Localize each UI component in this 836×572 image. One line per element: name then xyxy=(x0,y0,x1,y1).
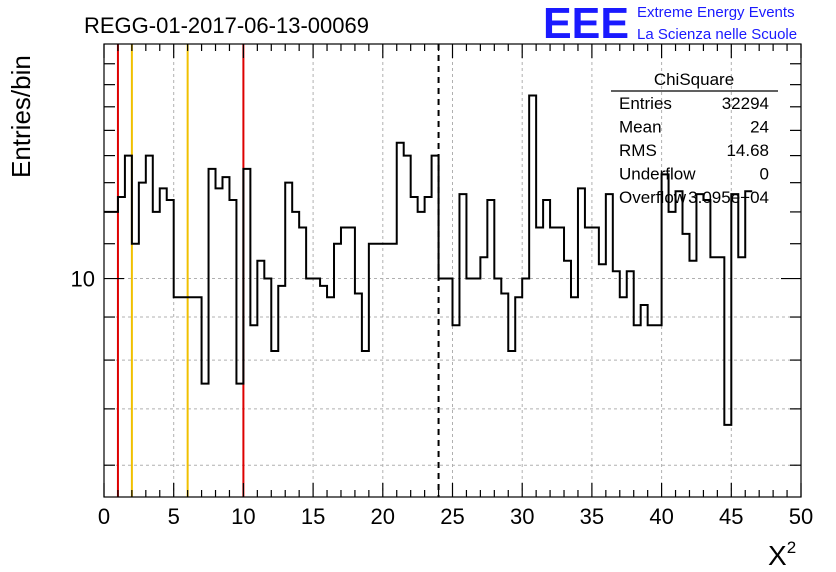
x-tick-label: 0 xyxy=(98,504,110,529)
stats-value: 3.095e+04 xyxy=(688,188,769,207)
stats-label: RMS xyxy=(619,141,657,160)
stats-value: 32294 xyxy=(722,94,769,113)
x-tick-label: 35 xyxy=(580,504,604,529)
x-tick-label: 50 xyxy=(789,504,813,529)
stats-label: Underflow xyxy=(619,165,696,184)
stats-label: Entries xyxy=(619,94,672,113)
logo-line-2: La Scienza nelle Scuole xyxy=(637,26,797,43)
stats-value: 14.68 xyxy=(726,141,769,160)
x-tick-label: 15 xyxy=(301,504,325,529)
stats-value: 0 xyxy=(760,165,769,184)
x-tick-label: 30 xyxy=(510,504,534,529)
chart-title: REGG-01-2017-06-13-00069 xyxy=(84,13,369,38)
x-tick-labels: 0 5 10 15 20 25 30 35 40 45 50 xyxy=(98,504,813,529)
stats-value: 24 xyxy=(750,118,769,137)
stats-label: Mean xyxy=(619,118,662,137)
x-axis-label: X2 xyxy=(768,538,796,571)
axis-ticks xyxy=(103,44,802,497)
x-tick-label: 40 xyxy=(649,504,673,529)
x-tick-label: 5 xyxy=(168,504,180,529)
x-tick-label: 25 xyxy=(440,504,464,529)
histogram-series xyxy=(104,94,753,426)
stats-label: Overflow xyxy=(619,188,687,207)
y-tick-label: 10 xyxy=(71,267,95,292)
eee-logo: EEE Extreme Energy Events La Scienza nel… xyxy=(543,0,797,48)
x-tick-label: 10 xyxy=(231,504,255,529)
y-axis-label: Entries/bin xyxy=(6,55,36,178)
stats-title: ChiSquare xyxy=(654,70,734,89)
vertical-marker-lines xyxy=(116,44,440,497)
x-tick-label: 45 xyxy=(719,504,743,529)
y-tick-labels: 10 xyxy=(71,267,95,292)
stats-box: ChiSquare Entries 32294 Mean 24 RMS 14.68 Unde… xyxy=(611,70,778,207)
eee-logo-mark: EEE xyxy=(543,0,629,48)
x-tick-label: 20 xyxy=(371,504,395,529)
logo-line-1: Extreme Energy Events xyxy=(637,4,795,21)
